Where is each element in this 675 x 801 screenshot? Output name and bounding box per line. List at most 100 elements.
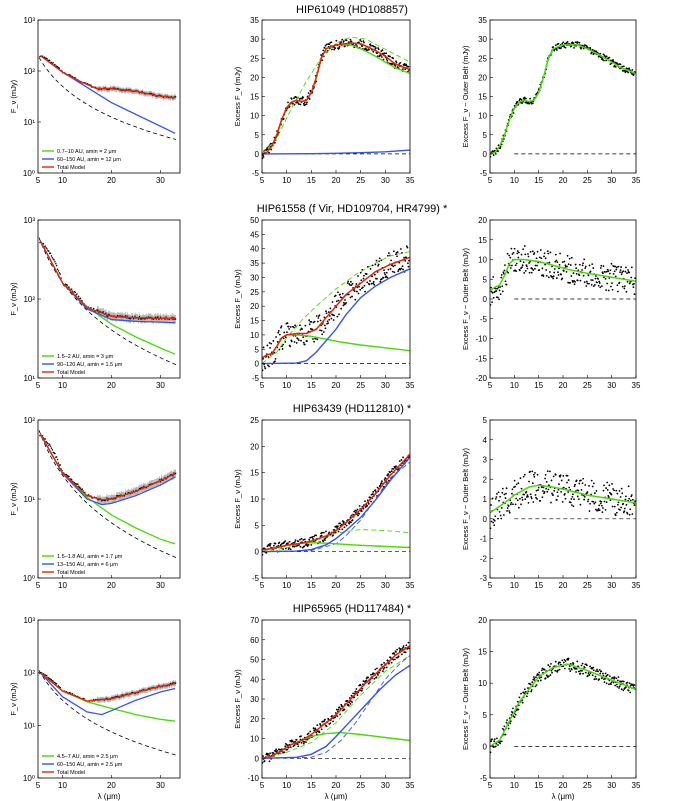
sed-y-axis-label: F_ν (mJy) — [9, 682, 18, 716]
excess-data-point — [357, 514, 359, 517]
sed-xtick-label: 20 — [107, 176, 116, 185]
residual-data-point — [536, 473, 539, 476]
residual-data-point — [503, 493, 506, 496]
residual-data-point — [492, 521, 495, 524]
sed-total-model — [39, 240, 176, 319]
residual-data-point — [517, 251, 520, 254]
sed-outer-belt-model — [39, 240, 176, 324]
excess-data-point — [294, 539, 297, 542]
residual-data-point — [532, 473, 535, 476]
residual-data-point — [618, 685, 621, 688]
residual-data-point — [568, 486, 571, 489]
excess-data-point — [358, 505, 361, 507]
residual-data-point — [559, 661, 561, 664]
excess-data-point — [402, 646, 404, 649]
residual-data-point — [494, 745, 497, 748]
excess-data-point — [306, 101, 308, 104]
excess-data-point — [376, 52, 378, 55]
sed-data-point — [57, 462, 60, 464]
sed-data-point — [168, 318, 171, 321]
sed-data-point — [56, 66, 59, 68]
excess-ytick-label: 45 — [250, 230, 259, 239]
residual-data-point — [549, 674, 552, 676]
excess-ytick-label: 25 — [250, 416, 259, 425]
excess-data-point — [334, 47, 337, 50]
residual-data-point — [598, 509, 601, 512]
residual-data-point — [529, 251, 532, 253]
legend-entry: 13–150 AU, amin = 6 μm — [57, 562, 118, 568]
excess-ytick-label: 40 — [250, 245, 259, 254]
sed-data-point — [46, 441, 48, 444]
residual-data-point — [575, 272, 578, 275]
excess-xtick-label: 15 — [307, 581, 316, 590]
excess-xtick-label: 25 — [356, 176, 365, 185]
excess-data-point — [347, 293, 350, 296]
residual-data-point — [599, 267, 602, 269]
residual-data-point — [605, 55, 608, 58]
residual-data-point — [490, 290, 493, 293]
excess-data-point — [268, 151, 270, 154]
residual-data-point — [622, 65, 625, 68]
excess-data-point — [283, 331, 286, 334]
excess-plot-area — [262, 36, 410, 160]
sed-data-point — [104, 500, 106, 502]
excess-ytick-label: 5 — [255, 345, 260, 354]
sed-data-point — [49, 252, 52, 255]
residual-data-point — [514, 485, 517, 488]
excess-ytick-label: 5 — [255, 521, 260, 530]
sed-xtick-label: 20 — [107, 581, 116, 590]
legend-entry: 0.7–10 AU, amin = 2 μm — [57, 149, 117, 155]
excess-data-point — [357, 292, 360, 295]
residual-data-point — [529, 493, 532, 496]
residual-data-point — [556, 670, 559, 673]
residual-data-point — [527, 687, 529, 689]
residual-data-point — [554, 669, 557, 672]
sed-data-point — [56, 264, 58, 267]
excess-data-point — [295, 738, 298, 741]
residual-data-point — [566, 254, 569, 257]
sed-data-point — [56, 456, 58, 458]
excess-data-point — [323, 316, 326, 319]
excess-data-point — [389, 268, 392, 270]
residual-data-point — [620, 688, 623, 691]
residual-data-point — [500, 740, 503, 743]
excess-xtick-label: 20 — [332, 176, 341, 185]
excess-data-point — [367, 48, 370, 51]
residual-data-point — [606, 674, 609, 676]
excess-data-point — [268, 342, 271, 344]
excess-ytick-label: 50 — [250, 216, 259, 225]
residual-data-point — [577, 498, 580, 501]
excess-data-point — [319, 329, 321, 332]
residual-data-point — [549, 665, 551, 668]
sed-y-axis-label: F_ν (mJy) — [9, 79, 18, 113]
excess-data-point — [350, 521, 352, 524]
excess-panel: 5 10 15 20 25 30 35 -5 0 5 10 15 20 25 30 35 Excess F_ν … — [233, 16, 415, 185]
excess-data-point — [277, 544, 280, 547]
residual-data-point — [506, 510, 508, 512]
figure-row-2: HIP61558 (f Vir, HD109704, HR4799) * 5 10 2… — [9, 203, 641, 390]
residual-data-point — [576, 41, 579, 43]
residual-data-point — [603, 59, 605, 62]
residual-data-point — [547, 675, 550, 677]
residual-data-point — [606, 268, 609, 271]
excess-ytick-label: -10 — [247, 774, 259, 783]
residual-data-point — [616, 492, 619, 495]
sed-data-point — [124, 315, 127, 317]
residual-data-point — [516, 499, 519, 502]
residual-xtick-label: 15 — [534, 381, 543, 390]
residual-data-point — [605, 501, 608, 504]
excess-data-point — [268, 365, 270, 368]
excess-ytick-label: 10 — [250, 112, 259, 121]
sed-data-point — [70, 288, 73, 290]
excess-data-point — [367, 502, 370, 505]
residual-data-point — [508, 511, 511, 514]
excess-data-point — [323, 46, 326, 49]
excess-panel: 5 10 15 20 25 30 35 -5 0 5 10 15 20 25 30 35 40 45 50 Exces… — [233, 216, 415, 390]
excess-data-point — [343, 526, 346, 529]
residual-data-point — [633, 293, 636, 296]
residual-data-point — [509, 499, 512, 502]
excess-data-point — [364, 500, 366, 503]
excess-data-point — [383, 269, 385, 272]
excess-data-point — [322, 531, 325, 534]
residual-data-point — [531, 470, 534, 473]
